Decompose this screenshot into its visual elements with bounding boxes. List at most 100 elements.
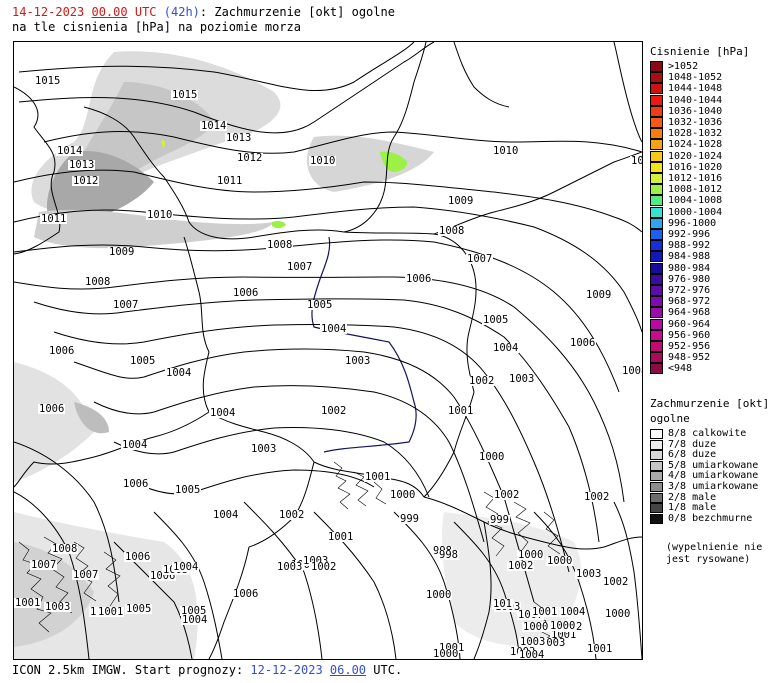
cloud-legend-swatch [650, 492, 663, 503]
cloud-legend-title-line2: ogolne [650, 412, 690, 425]
isobar-label: 1014 [56, 145, 84, 157]
pressure-legend-label: >1052 [668, 61, 699, 72]
cloud-legend-label: 0/8 bezchmurne [668, 512, 753, 524]
pressure-legend-item: 960-964 [650, 318, 760, 330]
isobar-label: 1001 [327, 531, 355, 543]
cloud-legend-item: 5/8 umiarkowane [650, 459, 768, 472]
cloud-legend-item: 2/8 male [650, 491, 768, 504]
pressure-legend-title: Cisnienie [hPa] [650, 45, 750, 58]
cloud-legend-label: 5/8 umiarkowane [668, 459, 759, 471]
pressure-legend-item: 1044-1048 [650, 83, 760, 95]
pressure-legend-label: 984-988 [668, 251, 711, 263]
isobar-label: 1002 [602, 576, 630, 588]
pressure-legend-swatch [650, 329, 663, 341]
pressure-legend-item: 980-984 [650, 262, 760, 274]
isobar-label: 1006 [232, 287, 260, 299]
isobar-label: 1000 [389, 489, 417, 501]
isobar-label: 1002 [320, 405, 348, 417]
isobar-label: 1003 [575, 568, 603, 580]
pressure-legend-swatch [650, 285, 663, 296]
cloud-legend-item: 6/8 duze [650, 449, 768, 461]
isobar-label: 1006 [405, 273, 433, 285]
isobar-label: 1011 [40, 213, 68, 225]
isobar-label: 1015 [34, 75, 62, 87]
pressure-legend-swatch [650, 173, 663, 184]
isobar-label: 1005 [125, 603, 153, 615]
isobar-label: 1000 [425, 589, 453, 601]
pressure-legend-label: 964-968 [668, 307, 711, 319]
pressure-legend-label: 1012-1016 [668, 173, 723, 184]
isobar-label: 1000 [604, 608, 632, 620]
start-date: 12-12-2023 [250, 663, 323, 677]
pressure-legend-swatch [650, 128, 663, 140]
isobar-label: 1002 [583, 491, 611, 503]
pressure-legend-swatch [650, 94, 663, 106]
pressure-legend-label: 976-980 [668, 273, 711, 285]
start-hour: 06.00 [329, 663, 367, 677]
isobar-label: 1000 [478, 451, 506, 463]
pressure-legend-item: 1020-1024 [650, 150, 760, 162]
pressure-legend-item: 1024-1028 [650, 139, 760, 151]
isobar-label: 1003 [250, 443, 278, 455]
isobar-label: 1006 [48, 345, 76, 357]
isobar-label: 1003 [344, 355, 372, 367]
cloud-legend-label: 7/8 duze [668, 438, 717, 450]
isobar-label: 1002 [507, 560, 535, 572]
isobar-label: 1008 [51, 543, 79, 555]
cloud-legend-item: 1/8 male [650, 502, 768, 514]
cloud-legend-note: (wypelnienie nie jest rysowane) [666, 542, 763, 565]
pressure-legend-item: >1052 [650, 61, 760, 72]
isobar-label: 1002 [310, 561, 338, 573]
isobar-label: 1010 [309, 155, 337, 167]
pressure-legend-item: 1028-1032 [650, 128, 760, 140]
pressure-legend-label: 1004-1008 [668, 195, 723, 207]
isobar-label: 1003 [44, 601, 72, 613]
map-subtitle: na tle cisnienia [hPa] na poziomie morza [12, 20, 301, 34]
isobar-label: 1013 [225, 132, 253, 144]
dense-noise-sw [18, 461, 561, 644]
pressure-legend-item: 984-988 [650, 251, 760, 263]
isobar-label: 1008 [266, 239, 294, 251]
pressure-legend-swatch [650, 307, 663, 319]
cloud-legend-label: 2/8 male [668, 491, 717, 503]
isobars [14, 42, 642, 659]
isobar-label: 1007 [30, 559, 58, 571]
isobar-label: 1008 [621, 366, 642, 376]
pressure-legend-label: 996-1000 [668, 217, 717, 229]
isobar-label: 1007 [72, 569, 100, 581]
isobar-label: 1000 [549, 620, 577, 632]
isobar-label: 1014 [200, 120, 228, 132]
isobar-label: 1006 [124, 551, 152, 563]
river [311, 236, 417, 453]
isobar-label: 1012 [72, 175, 100, 187]
isobar-label: 1006 [232, 588, 260, 600]
isobar-label: 1001 [586, 643, 614, 655]
pressure-legend-label: 1008-1012 [668, 184, 723, 196]
pressure-legend-label: 948-952 [668, 352, 711, 364]
isobar-label: 1000 [432, 648, 460, 660]
cloud-legend-swatch [650, 471, 663, 482]
isobar-label: 1004 [121, 439, 149, 451]
isobar-label: 1008 [84, 276, 112, 288]
pressure-legend-swatch [650, 296, 663, 308]
cloud-legend-label: 3/8 umiarkowane [668, 481, 759, 492]
pressure-legend-label: 1036-1040 [668, 105, 723, 117]
isobar-label: 1007 [517, 610, 545, 620]
isobar-label: 1003 [302, 555, 330, 567]
pressure-legend-swatch [650, 139, 663, 151]
pressure-legend-item: 1048-1052 [650, 72, 760, 84]
pressure-legend-label: 1024-1028 [668, 139, 723, 151]
cloud-shading [14, 51, 582, 659]
isobar-label: 1003 [276, 561, 304, 573]
pressure-legend-swatch [650, 217, 663, 229]
forecast-hour: 00.00 [91, 5, 128, 19]
pressure-legend-item: 1040-1044 [650, 94, 760, 106]
cloud-legend-label: 6/8 duze [668, 449, 717, 461]
cloud-legend-swatch [650, 429, 663, 439]
pressure-legend-swatch [650, 61, 663, 72]
isobar-label: 1004 [209, 407, 237, 419]
pressure-legend-swatch [650, 240, 663, 252]
isobar-label: 1003 [539, 637, 567, 649]
pressure-legend-swatch [650, 72, 663, 84]
isobar-label: 1000 [546, 555, 574, 567]
